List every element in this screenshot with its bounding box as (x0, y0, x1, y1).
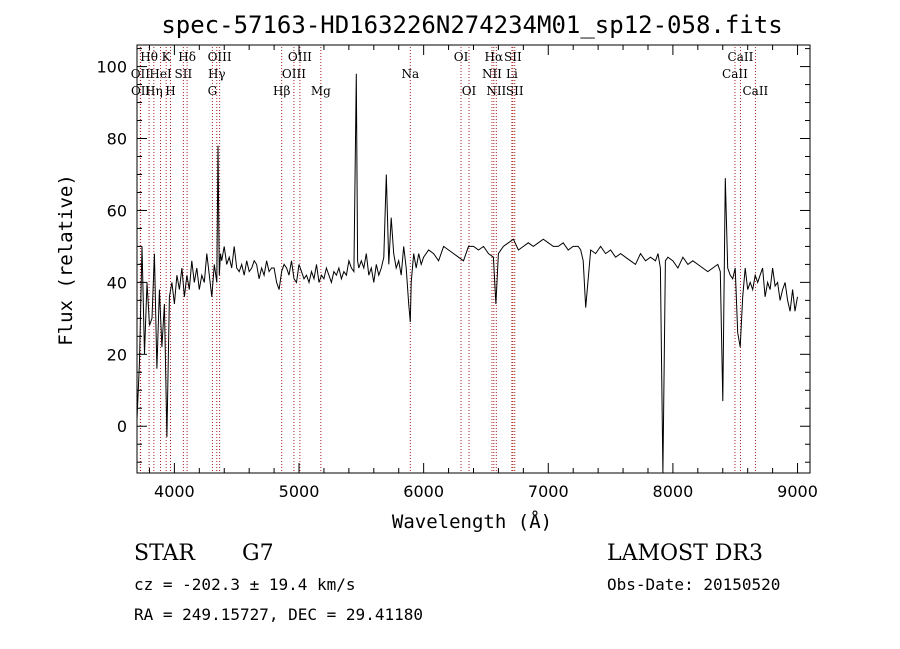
x-tick-label: 7000 (528, 482, 569, 501)
line-marker-label: Hβ (273, 84, 290, 98)
line-marker-label: OII (131, 67, 151, 81)
line-marker-label: Hδ (178, 50, 196, 64)
line-marker-label: OI (454, 50, 469, 64)
line-marker-label: Na (401, 67, 419, 81)
x-tick-label: 4000 (154, 482, 195, 501)
line-marker-label: K (162, 50, 172, 64)
x-tick-label: 5000 (279, 482, 320, 501)
line-marker-label: SII (506, 84, 524, 98)
line-marker-label: SII (504, 50, 522, 64)
line-marker-label: NII (486, 84, 506, 98)
line-marker-label: OIII (282, 67, 306, 81)
line-marker-label: Hη (145, 84, 163, 98)
coordinates: RA = 249.15727, DEC = 29.41180 (134, 605, 423, 624)
x-axis-label: Wavelength (Å) (392, 510, 552, 533)
x-axis-ticks: 4000 5000 6000 7000 8000 9000 (148, 45, 818, 501)
object-class: STAR (134, 541, 196, 566)
line-marker-label: Li (506, 67, 518, 81)
y-tick-label: 80 (107, 130, 127, 149)
y-tick-label: 40 (107, 273, 127, 292)
y-axis-ticks: 0 20 40 60 80 100 (96, 48, 810, 463)
x-tick-label: 6000 (403, 482, 444, 501)
y-axis-label: Flux (relative) (55, 174, 77, 346)
line-marker-label: Mg (311, 84, 331, 98)
line-marker-label: OIII (208, 50, 232, 64)
line-marker-label: HeI (149, 67, 172, 81)
line-marker-label: SII (175, 67, 193, 81)
chart-title: spec-57163-HD163226N274234M01_sp12-058.f… (161, 11, 782, 39)
line-marker-label: OIII (288, 50, 312, 64)
survey-name: LAMOST DR3 (607, 541, 763, 566)
plot-frame (136, 44, 811, 474)
redshift-readout: cz = -202.3 ± 19.4 km/s (134, 575, 356, 594)
x-tick-label: 8000 (653, 482, 694, 501)
line-marker-label: Hγ (208, 67, 226, 81)
spectral-subclass: G7 (242, 541, 274, 566)
line-marker-label: Hθ (140, 50, 158, 64)
line-marker-label: CaII (722, 67, 748, 81)
line-marker-label: CaII (728, 50, 754, 64)
y-tick-label: 60 (107, 201, 127, 220)
line-marker-label: Hα (485, 50, 504, 64)
line-marker-label: G (208, 84, 218, 98)
line-marker-label: OII (131, 84, 151, 98)
line-marker-label: CaII (742, 84, 768, 98)
line-marker-label: NII (482, 67, 502, 81)
spectrum-line (136, 73, 798, 474)
y-tick-label: 0 (117, 417, 127, 436)
obs-date: Obs-Date: 20150520 (607, 575, 780, 594)
line-marker-label: H (165, 84, 175, 98)
y-tick-label: 100 (96, 58, 127, 77)
y-tick-label: 20 (107, 345, 127, 364)
x-tick-label: 9000 (777, 482, 818, 501)
line-marker-label: OI (462, 84, 477, 98)
